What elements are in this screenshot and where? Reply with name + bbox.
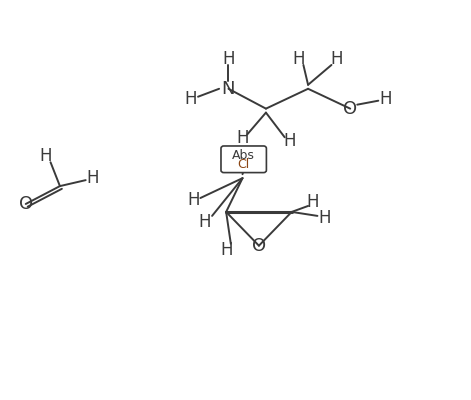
Text: H: H — [87, 169, 99, 187]
Text: N: N — [222, 80, 235, 98]
Text: H: H — [292, 50, 305, 68]
Text: H: H — [199, 213, 211, 231]
Text: O: O — [252, 237, 266, 255]
Text: H: H — [222, 50, 235, 68]
Text: H: H — [330, 50, 342, 68]
Text: H: H — [318, 209, 331, 227]
Text: H: H — [379, 90, 391, 108]
Text: Abs: Abs — [232, 149, 255, 162]
Text: H: H — [185, 90, 197, 108]
Text: O: O — [19, 195, 33, 213]
Text: H: H — [187, 191, 200, 209]
Text: Cl: Cl — [237, 158, 250, 170]
Text: O: O — [343, 100, 357, 118]
Text: H: H — [283, 132, 296, 150]
Text: H: H — [307, 193, 319, 211]
Text: H: H — [220, 241, 232, 259]
Text: H: H — [40, 147, 52, 165]
FancyBboxPatch shape — [221, 146, 267, 172]
Text: H: H — [236, 130, 249, 148]
